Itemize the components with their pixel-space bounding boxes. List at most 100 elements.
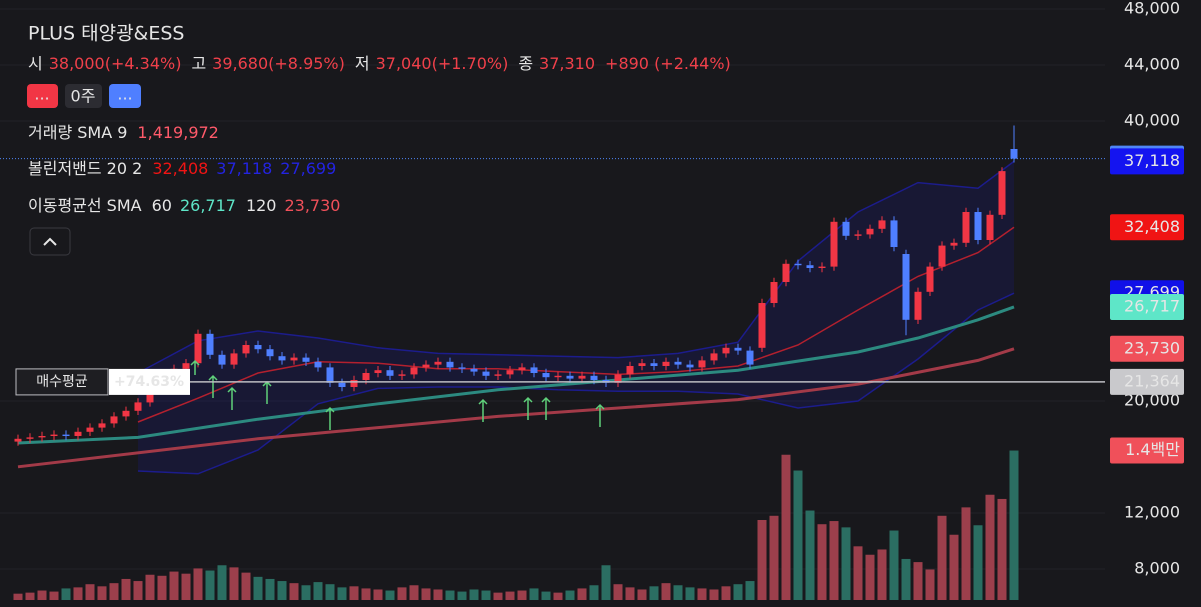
volume-bar: [73, 587, 83, 600]
volume-bar: [109, 583, 119, 600]
candle-body: [806, 265, 814, 269]
candle-body: [746, 350, 754, 365]
volume-bar: [49, 591, 59, 600]
ohlc-label: 종: [518, 54, 533, 73]
ohlc-label: 고: [191, 54, 206, 73]
candle-body: [62, 434, 70, 437]
price-badge: [1110, 293, 1184, 320]
volume-bar: [193, 568, 203, 600]
volume-bar: [205, 570, 215, 600]
button-label[interactable]: 0주: [71, 87, 96, 106]
candle-body: [326, 367, 334, 383]
volume-bar: [685, 587, 695, 600]
candle-body: [14, 438, 22, 442]
candle-body: [410, 367, 418, 375]
candle-body: [890, 220, 898, 248]
volume-bar: [253, 576, 263, 600]
candle-body: [962, 212, 970, 243]
price-badge-label: 21,364: [1124, 371, 1180, 390]
candle-body: [914, 291, 922, 320]
ohlc-row: 시 38,000(+4.34%) 고 39,680(+8.95%) 저 37,040(+1…: [28, 54, 731, 73]
button[interactable]: [65, 84, 102, 108]
volume-bar: [793, 470, 803, 600]
candle-body: [734, 347, 742, 351]
toolbar[interactable]: ... 0주 ...: [27, 84, 141, 108]
candle-body: [338, 382, 346, 388]
volume-bar: [1009, 450, 1019, 600]
ohlc-value: 38,000(+4.34%): [49, 54, 182, 73]
candle-body: [794, 263, 802, 266]
button-label[interactable]: ...: [117, 85, 132, 104]
candle-body: [710, 353, 718, 361]
volume-bar: [757, 520, 767, 600]
volume-bar: [517, 590, 527, 600]
candle-body: [218, 354, 226, 365]
candle-body: [758, 303, 766, 348]
candle-body: [854, 234, 862, 236]
legend-name: 볼린저밴드 20 2: [28, 159, 142, 178]
legend-name: 거래량 SMA 9: [28, 123, 127, 142]
candle-body: [182, 363, 190, 369]
volume-bar: [649, 586, 659, 600]
volume-bar: [13, 593, 23, 600]
volume-bar: [565, 590, 575, 600]
candle-body: [386, 370, 394, 376]
candle-body: [458, 367, 466, 369]
button-label[interactable]: ...: [34, 85, 49, 104]
ohlc-value: 39,680(+8.95%): [212, 54, 345, 73]
volume-bar: [661, 583, 671, 600]
price-badge: [1110, 335, 1184, 362]
volume-bar: [25, 592, 35, 600]
candle-body: [362, 373, 370, 381]
collapse-button[interactable]: [29, 227, 71, 256]
candle-body: [638, 363, 646, 367]
volume-bar: [637, 589, 647, 600]
volume-bar: [397, 587, 407, 600]
volume-bar: [877, 549, 887, 600]
chevron[interactable]: [43, 237, 57, 246]
volume-bar: [421, 588, 431, 600]
volume-bar: [493, 592, 503, 600]
moving-average: [17, 347, 1015, 469]
volume-bar: [817, 524, 827, 600]
candle-body: [926, 266, 934, 292]
candle-body: [542, 373, 550, 378]
volume-bar: [601, 565, 611, 600]
candle-body: [698, 360, 706, 368]
candle-body: [950, 242, 958, 246]
candle-body: [74, 431, 82, 437]
return-box: [109, 368, 190, 395]
volume-bar: [769, 515, 779, 600]
candle-body: [1010, 149, 1018, 159]
candle-body: [674, 361, 682, 365]
volume-bar: [133, 581, 143, 600]
volume-bar: [97, 586, 107, 600]
volume-bar: [925, 569, 935, 600]
candle-body: [434, 361, 442, 365]
candle-body: [494, 374, 502, 376]
moving-average: [137, 226, 1015, 423]
candle-body: [266, 349, 274, 357]
button[interactable]: [27, 84, 58, 108]
candle-body: [194, 333, 202, 364]
volume-bar: [277, 581, 287, 600]
volume-bar: [301, 585, 311, 600]
price-badge: [1110, 214, 1184, 241]
volume-bar: [853, 546, 863, 600]
price-badge: [1110, 148, 1184, 175]
volume-bar: [325, 584, 335, 600]
button[interactable]: [109, 84, 141, 108]
candle-body: [302, 357, 310, 362]
volume-bar: [433, 589, 443, 600]
candle-body: [314, 361, 322, 368]
volume-bar: [697, 588, 707, 600]
price-badge: [1110, 368, 1184, 395]
candle-body: [506, 370, 514, 375]
volume-bar: [529, 588, 539, 600]
ohlc-label: 저: [355, 54, 370, 73]
volume-bar: [409, 585, 419, 600]
volume-bar: [121, 578, 131, 600]
volume-bar: [841, 527, 851, 600]
